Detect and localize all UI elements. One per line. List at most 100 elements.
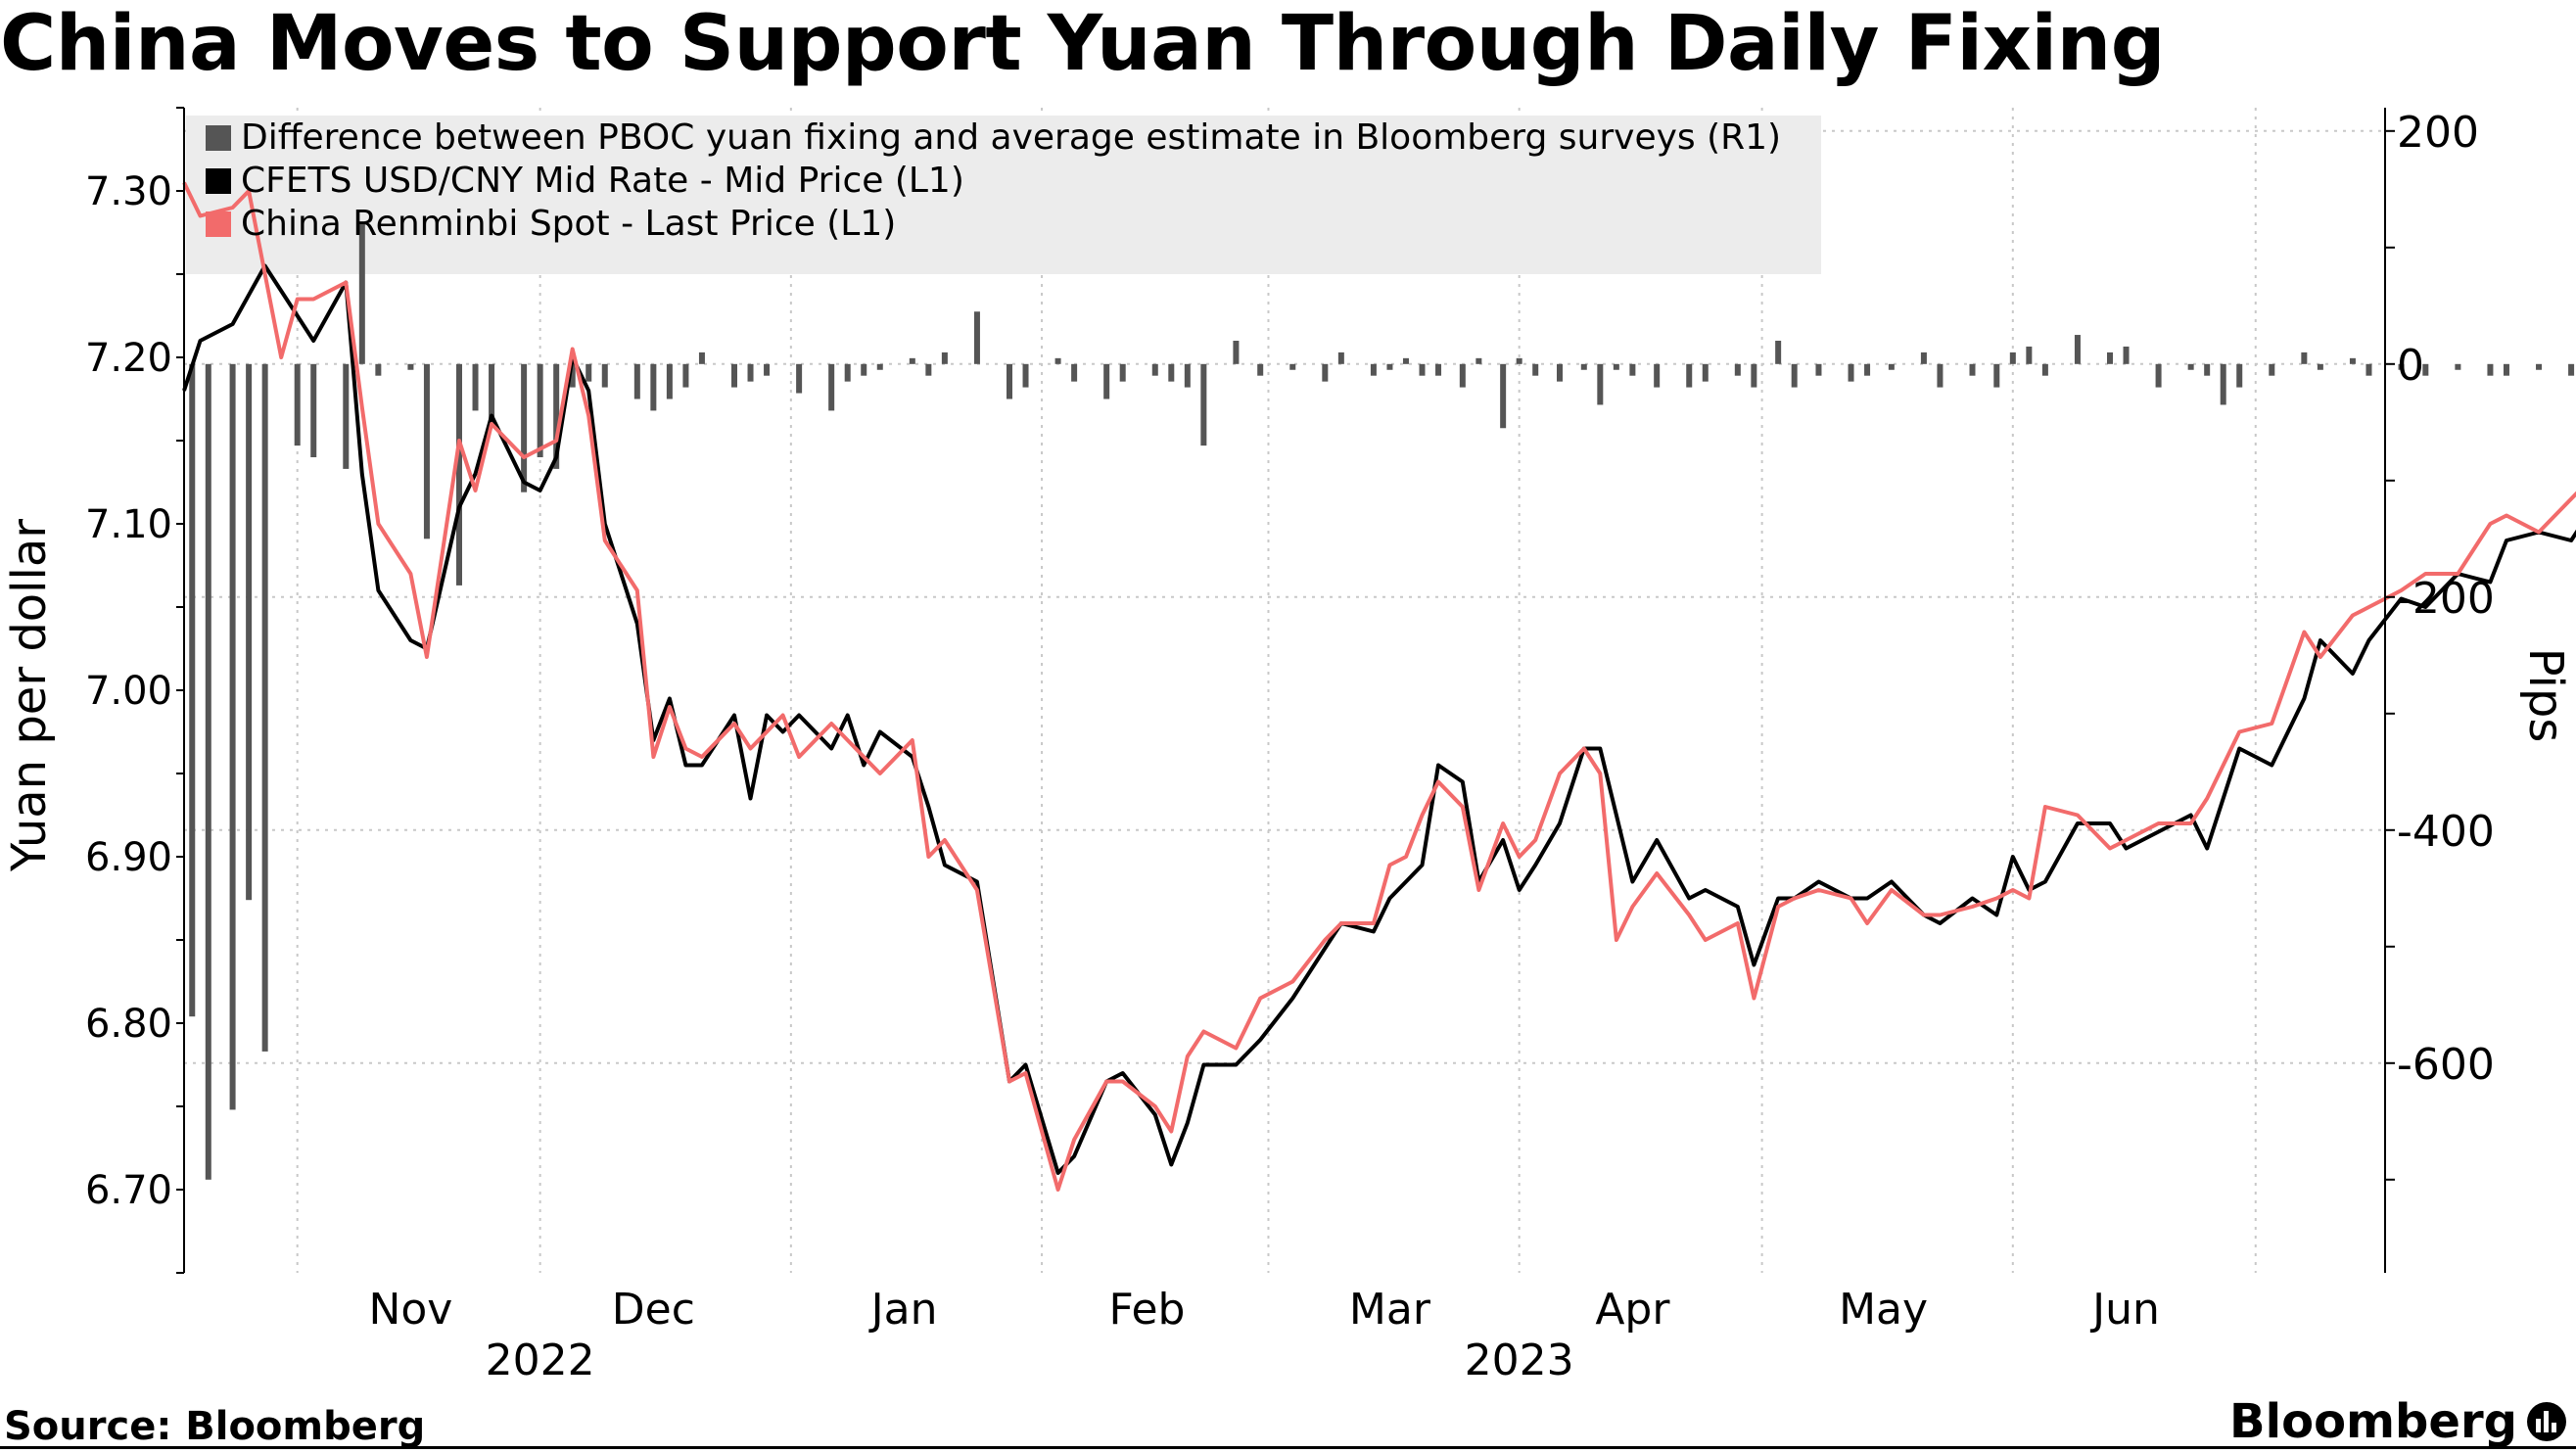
bar <box>1419 363 1426 376</box>
bar <box>844 363 851 382</box>
brand-name: Bloomberg <box>2229 1394 2517 1449</box>
bar <box>1200 363 1207 446</box>
bar <box>747 363 754 382</box>
bottom-rule <box>0 1446 2576 1449</box>
series-line-mid-rate <box>182 263 2576 1175</box>
bar <box>2269 363 2275 376</box>
bar <box>261 363 268 1052</box>
bar <box>1613 363 1619 370</box>
bar <box>2236 363 2243 388</box>
bar <box>2365 363 2372 376</box>
bar <box>633 363 640 399</box>
bar <box>1597 363 1604 405</box>
y-axis-left-tick-label: 6.70 <box>85 1168 172 1213</box>
bar <box>343 363 350 469</box>
x-axis-month-label: Apr <box>1595 1285 1670 1335</box>
x-axis-month-label: Jun <box>2089 1285 2160 1335</box>
chart-badge-icon <box>2527 1402 2566 1441</box>
bar <box>1775 341 1782 364</box>
bar <box>358 224 365 364</box>
bar <box>310 363 317 457</box>
bar <box>1337 352 1344 364</box>
x-axis-year-label: 2022 <box>486 1336 595 1385</box>
bar <box>537 363 543 457</box>
bar <box>650 363 657 411</box>
bar <box>1864 363 1871 376</box>
x-axis-month-label: Jan <box>868 1285 938 1335</box>
bar <box>1629 363 1636 376</box>
bar <box>2503 363 2509 376</box>
series-line-spot <box>182 181 2576 1192</box>
bar <box>1920 352 1927 364</box>
bar <box>1168 363 1175 382</box>
y-axis-right-tick-label: -400 <box>2397 807 2495 857</box>
x-axis-month-label: Mar <box>1349 1285 1431 1335</box>
bar <box>407 363 414 370</box>
axes-layer: 7.30 7.20 7.10 7.00 6.90 6.80 6.70 200 0 -200 -400… <box>85 107 2495 1385</box>
bar <box>682 363 689 388</box>
legend-swatch <box>206 168 231 194</box>
bar <box>2204 363 2211 376</box>
bar <box>2422 363 2429 376</box>
x-axis-month-label: May <box>1839 1285 1928 1335</box>
bar <box>2455 363 2461 370</box>
y-axis-right-tick-label: -200 <box>2397 574 2495 624</box>
bar <box>1686 363 1693 388</box>
bar <box>472 363 479 411</box>
bar <box>2301 352 2308 364</box>
x-axis-month-label: Nov <box>368 1285 452 1335</box>
bar <box>731 363 737 388</box>
bar <box>796 363 803 394</box>
bar <box>375 363 382 376</box>
bar <box>1233 341 1240 364</box>
bar <box>828 363 835 411</box>
bar <box>1702 363 1709 382</box>
bar <box>861 363 867 376</box>
bar <box>1475 357 1482 364</box>
bar <box>1386 363 1393 370</box>
bar <box>2026 346 2033 364</box>
bar <box>521 363 528 492</box>
bar <box>2398 363 2405 370</box>
y-axis-left-tick-label: 7.20 <box>85 336 172 381</box>
bar <box>764 363 771 376</box>
y-axis-left-title: Yuan per dollar <box>2 519 57 872</box>
bar <box>1500 363 1507 429</box>
bar <box>1402 357 1409 364</box>
bar <box>1119 363 1126 382</box>
legend-label: China Renminbi Spot - Last Price (L1) <box>241 204 896 244</box>
bar <box>941 352 948 364</box>
bar <box>2568 363 2575 376</box>
bar <box>1007 363 1012 399</box>
lines-layer <box>182 181 2576 1192</box>
bar <box>1322 363 1329 382</box>
bar <box>2155 363 2162 388</box>
bar <box>2009 352 2016 364</box>
bar <box>2317 363 2323 370</box>
y-axis-right-tick-label: 200 <box>2397 108 2479 158</box>
bar <box>666 363 673 399</box>
bar <box>2220 363 2226 405</box>
bar <box>1580 363 1587 370</box>
bar <box>1054 357 1061 364</box>
bar <box>1257 363 1264 376</box>
bar <box>553 363 560 469</box>
bar <box>585 363 592 382</box>
bar <box>1751 363 1757 388</box>
bar <box>2107 352 2113 364</box>
bar <box>2536 363 2543 370</box>
bar <box>876 363 883 370</box>
bar <box>1184 363 1191 388</box>
bar <box>1791 363 1798 388</box>
x-axis-month-label: Feb <box>1109 1285 1186 1335</box>
bar <box>2487 363 2494 376</box>
bar <box>456 363 462 586</box>
bar <box>1734 363 1741 376</box>
bar <box>1937 363 1944 388</box>
source-note: Source: Bloomberg <box>4 1404 426 1449</box>
bar <box>1289 363 1296 370</box>
bar <box>1151 363 1158 376</box>
page-title: China Moves to Support Yuan Through Dail… <box>0 0 2166 88</box>
bar <box>1022 363 1029 388</box>
legend-label: Difference between PBOC yuan fixing and … <box>241 117 1781 158</box>
